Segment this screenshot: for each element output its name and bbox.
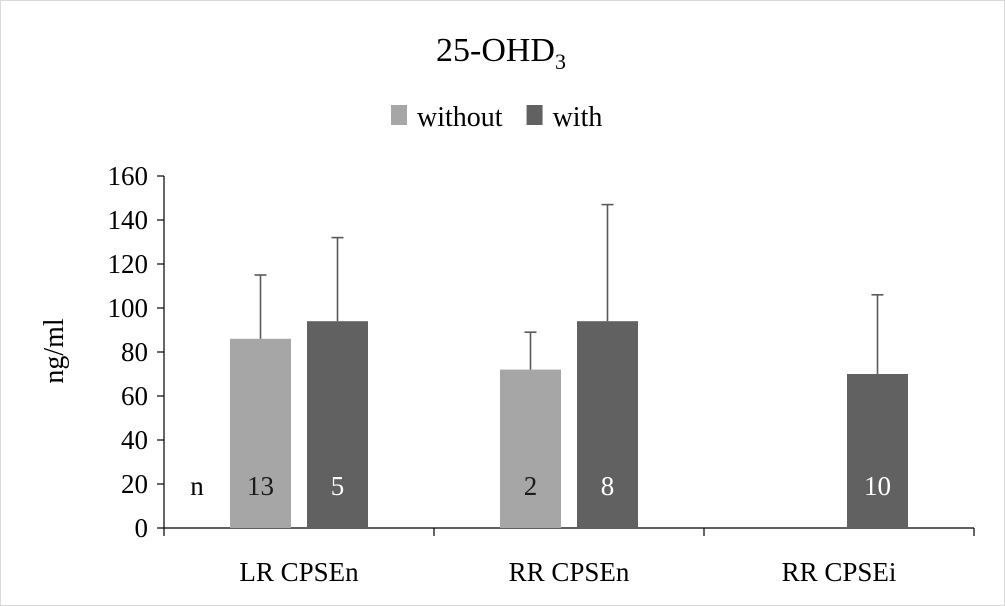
chart-title: 25-OHD3 <box>436 32 566 74</box>
y-tick-label: 160 <box>108 161 149 191</box>
y-tick-label: 120 <box>108 249 149 279</box>
n-count-label: 5 <box>331 471 345 501</box>
legend-label-with: with <box>553 102 603 133</box>
x-tick-label: RR CPSEi <box>782 557 897 587</box>
legend-swatch-with <box>526 105 543 125</box>
x-tick-label: LR CPSEn <box>239 557 359 587</box>
error-bars <box>254 203 884 374</box>
bar-with <box>577 321 638 528</box>
y-axis-label: ng/ml <box>39 318 70 384</box>
n-count-label: 8 <box>601 471 615 501</box>
n-row-label: n <box>190 471 204 501</box>
chart-title-subscript: 3 <box>555 49 566 74</box>
bar-with <box>307 321 368 528</box>
legend: without with <box>391 102 602 133</box>
y-tick-label: 80 <box>121 337 148 367</box>
n-count-label: 13 <box>247 471 274 501</box>
legend-swatch-without <box>391 105 407 125</box>
bar-with <box>847 374 908 528</box>
y-tick-label: 0 <box>135 513 149 543</box>
n-count-label: 10 <box>864 471 891 501</box>
y-tick-label: 40 <box>121 425 148 455</box>
x-axis: LR CPSEn RR CPSEn RR CPSEi <box>163 527 975 587</box>
legend-label-without: without <box>417 102 503 133</box>
bars <box>230 321 908 528</box>
chart-title-main: 25-OHD <box>436 32 555 69</box>
y-tick-label: 20 <box>121 469 148 499</box>
n-count-label: 2 <box>524 471 538 501</box>
y-axis: 0 20 40 60 80 100 120 140 160 <box>108 161 165 543</box>
x-tick-label: RR CPSEn <box>509 557 630 587</box>
bar-without <box>500 369 561 528</box>
n-labels: 13 5 2 8 10 n <box>190 471 891 501</box>
y-tick-label: 100 <box>108 293 149 323</box>
y-tick-label: 60 <box>121 381 148 411</box>
bar-without <box>230 338 291 528</box>
y-tick-label: 140 <box>108 205 149 235</box>
